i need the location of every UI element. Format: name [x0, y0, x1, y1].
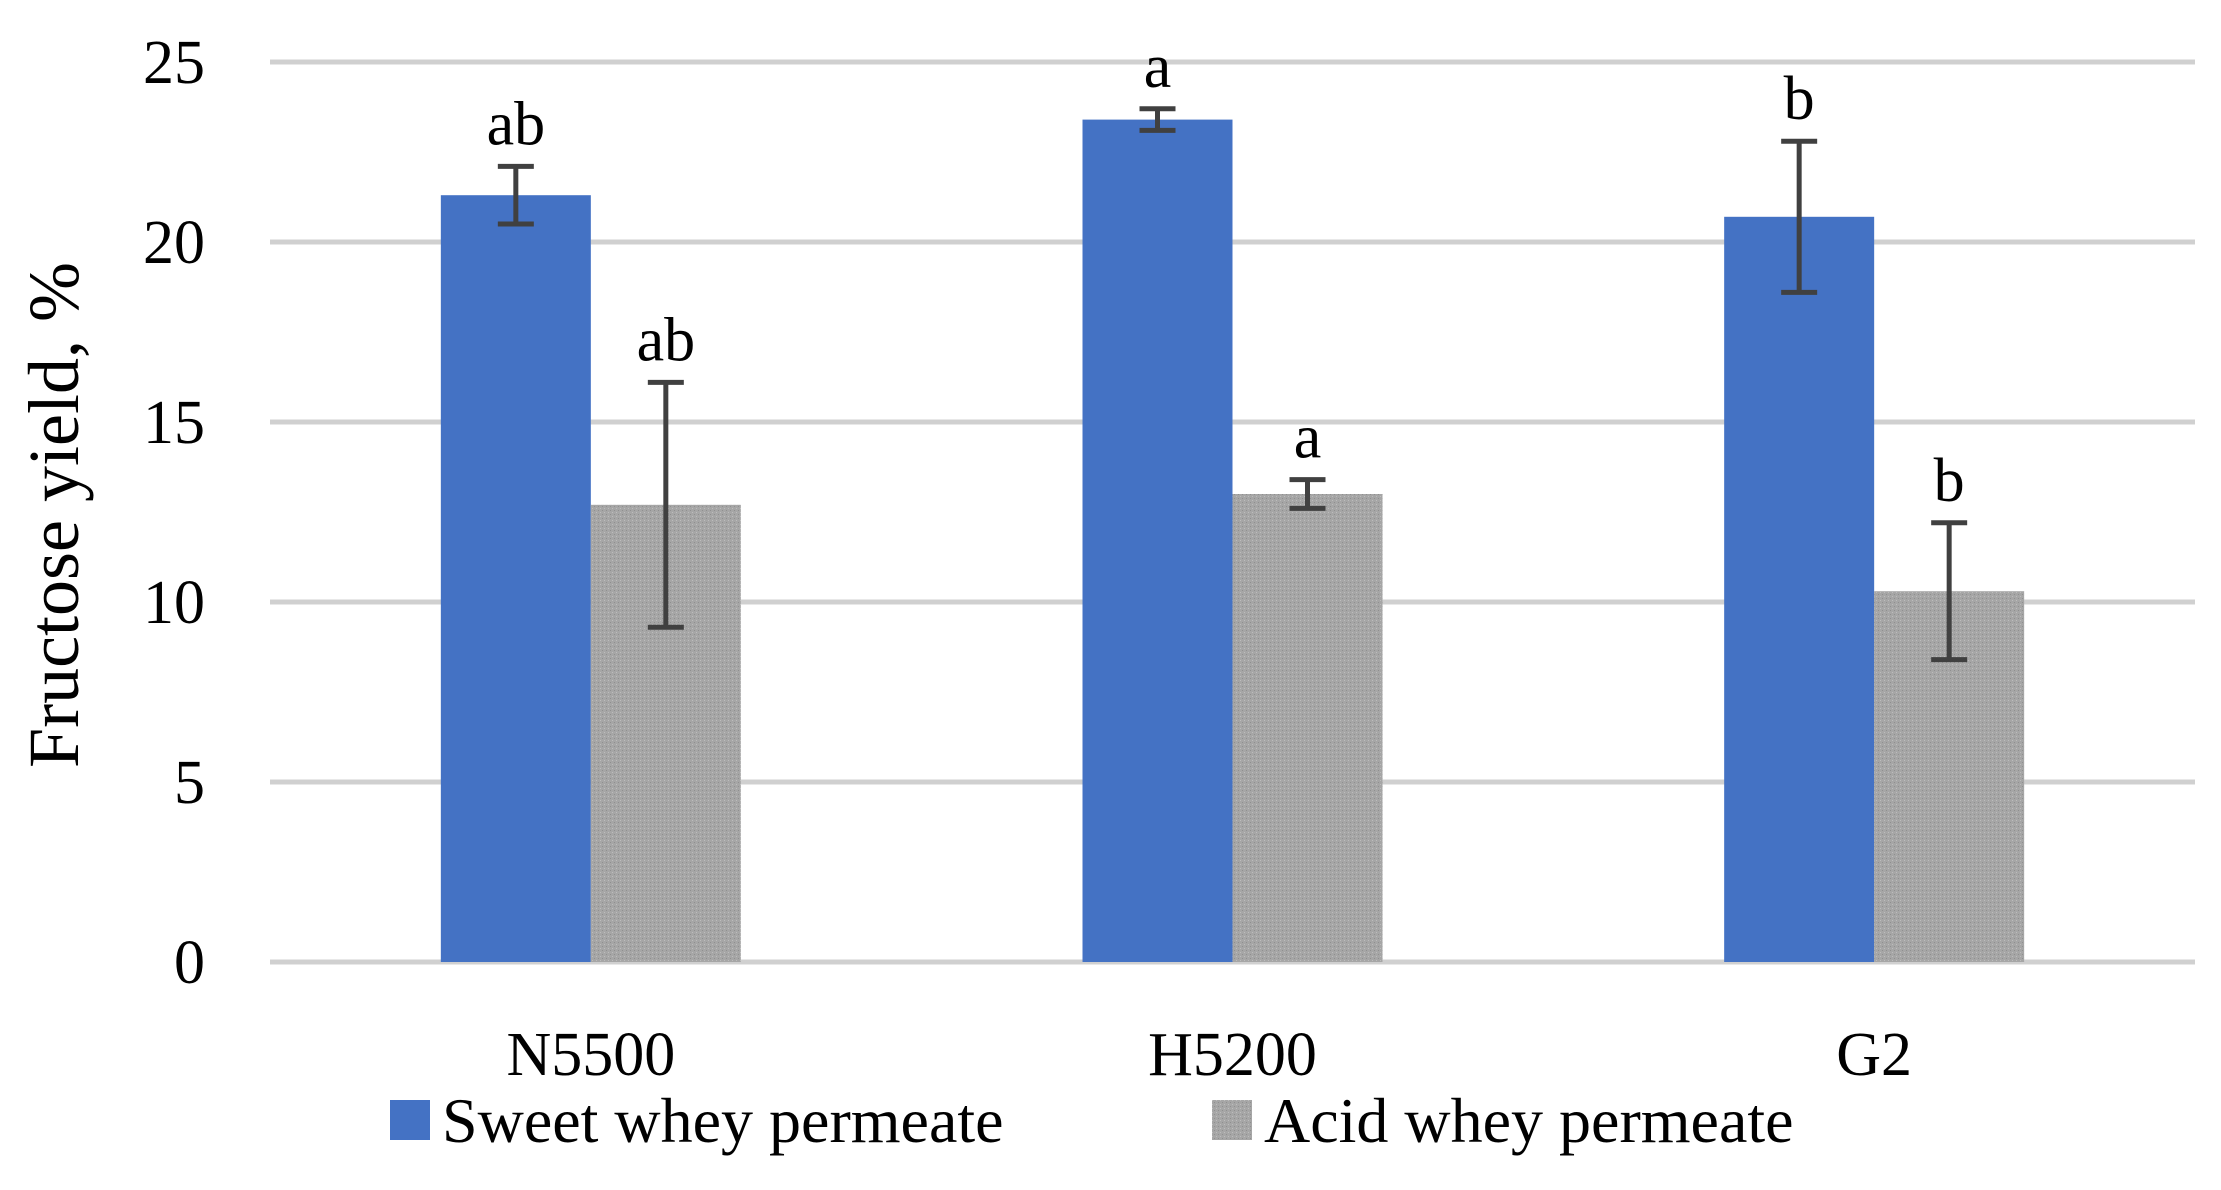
significance-label: b	[1784, 65, 1815, 133]
legend: Sweet whey permeate Acid whey permeate	[390, 1085, 1794, 1156]
y-tick-label: 10	[143, 569, 205, 637]
y-axis-label: Fructose yield, %	[14, 262, 94, 768]
y-tick-label: 5	[174, 749, 205, 817]
legend-swatch	[1212, 1100, 1252, 1140]
bar-acid-h5200	[1232, 494, 1383, 962]
x-tick-label: N5500	[506, 1021, 675, 1089]
legend-label: Acid whey permeate	[1264, 1085, 1794, 1156]
x-tick-label: G2	[1836, 1021, 1912, 1089]
significance-label: a	[1294, 404, 1322, 472]
bars	[440, 119, 2025, 963]
y-axis-ticks: 0 5 10 15 20 25	[143, 29, 205, 997]
bar-sweet-h5200	[1082, 119, 1233, 963]
y-tick-label: 25	[143, 29, 205, 97]
bar-sweet-n5500	[440, 195, 591, 962]
y-tick-label: 20	[143, 209, 205, 277]
error-bars	[497, 106, 1968, 663]
legend-label: Sweet whey permeate	[442, 1085, 1004, 1156]
significance-label: b	[1934, 447, 1965, 515]
significance-label: a	[1144, 33, 1172, 101]
significance-label: ab	[487, 90, 546, 158]
significance-label: ab	[637, 306, 696, 374]
y-tick-label: 0	[174, 929, 205, 997]
x-tick-label: H5200	[1148, 1021, 1317, 1089]
x-axis-categories: N5500 H5200 G2	[506, 1021, 1912, 1089]
legend-swatch	[390, 1100, 430, 1140]
y-tick-label: 15	[143, 389, 205, 457]
bar-sweet-g2	[1724, 216, 1875, 963]
